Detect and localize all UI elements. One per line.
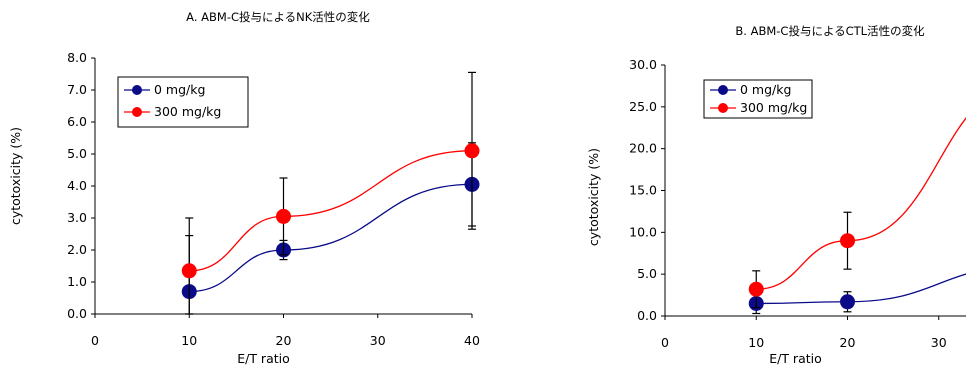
y-tick-label: 0.0: [67, 306, 87, 321]
series-line: [756, 117, 966, 290]
x-tick-label: 0: [91, 333, 99, 348]
legend-label: 300 mg/kg: [154, 104, 221, 119]
x-tick-label: 20: [840, 335, 856, 350]
y-tick-label: 3.0: [67, 210, 87, 225]
x-tick-label: 0: [661, 335, 669, 350]
y-tick-label: 5.0: [637, 266, 657, 281]
series-line: [189, 183, 473, 293]
data-point: [276, 208, 291, 224]
chart-title: A. ABM-C投与によるNK活性の変化: [186, 10, 370, 24]
series-line: [756, 273, 966, 305]
legend-marker: [718, 103, 728, 113]
data-point: [840, 294, 855, 310]
y-tick-label: 7.0: [67, 82, 87, 97]
x-tick-label: 30: [370, 333, 386, 348]
y-tick-label: 25.0: [629, 99, 657, 114]
legend-label: 0 mg/kg: [154, 82, 205, 97]
x-axis-label: E/T ratio: [769, 351, 822, 366]
y-tick-label: 0.0: [637, 308, 657, 323]
x-tick-label: 30: [931, 335, 947, 350]
legend-label: 0 mg/kg: [740, 82, 791, 97]
y-tick-label: 15.0: [629, 183, 657, 198]
data-point: [840, 233, 855, 249]
y-tick-label: 4.0: [67, 178, 87, 193]
data-point: [181, 263, 197, 279]
legend-marker: [132, 85, 142, 95]
chart-title: B. ABM-C投与によるCTL活性の変化: [735, 24, 925, 38]
x-tick-label: 10: [748, 335, 764, 350]
x-tick-label: 20: [276, 333, 292, 348]
data-point: [748, 281, 764, 297]
legend-marker: [132, 107, 142, 117]
y-tick-label: 8.0: [67, 50, 87, 65]
y-tick-label: 5.0: [67, 146, 87, 161]
y-tick-label: 1.0: [67, 274, 87, 289]
series-line: [189, 150, 473, 272]
y-axis-label: cytotoxicity (%): [586, 148, 601, 246]
y-axis-label: cytotoxicity (%): [8, 127, 23, 225]
x-tick-label: 10: [181, 333, 197, 348]
legend-marker: [718, 85, 728, 95]
y-tick-label: 10.0: [629, 224, 657, 239]
y-tick-label: 20.0: [629, 141, 657, 156]
legend-label: 300 mg/kg: [740, 100, 807, 115]
x-tick-label: 40: [464, 333, 480, 348]
y-tick-label: 2.0: [67, 242, 87, 257]
data-point: [464, 143, 480, 159]
y-tick-label: 30.0: [629, 57, 657, 72]
y-tick-label: 6.0: [67, 114, 87, 129]
legend-box: [117, 76, 249, 128]
x-axis-label: E/T ratio: [237, 351, 290, 366]
